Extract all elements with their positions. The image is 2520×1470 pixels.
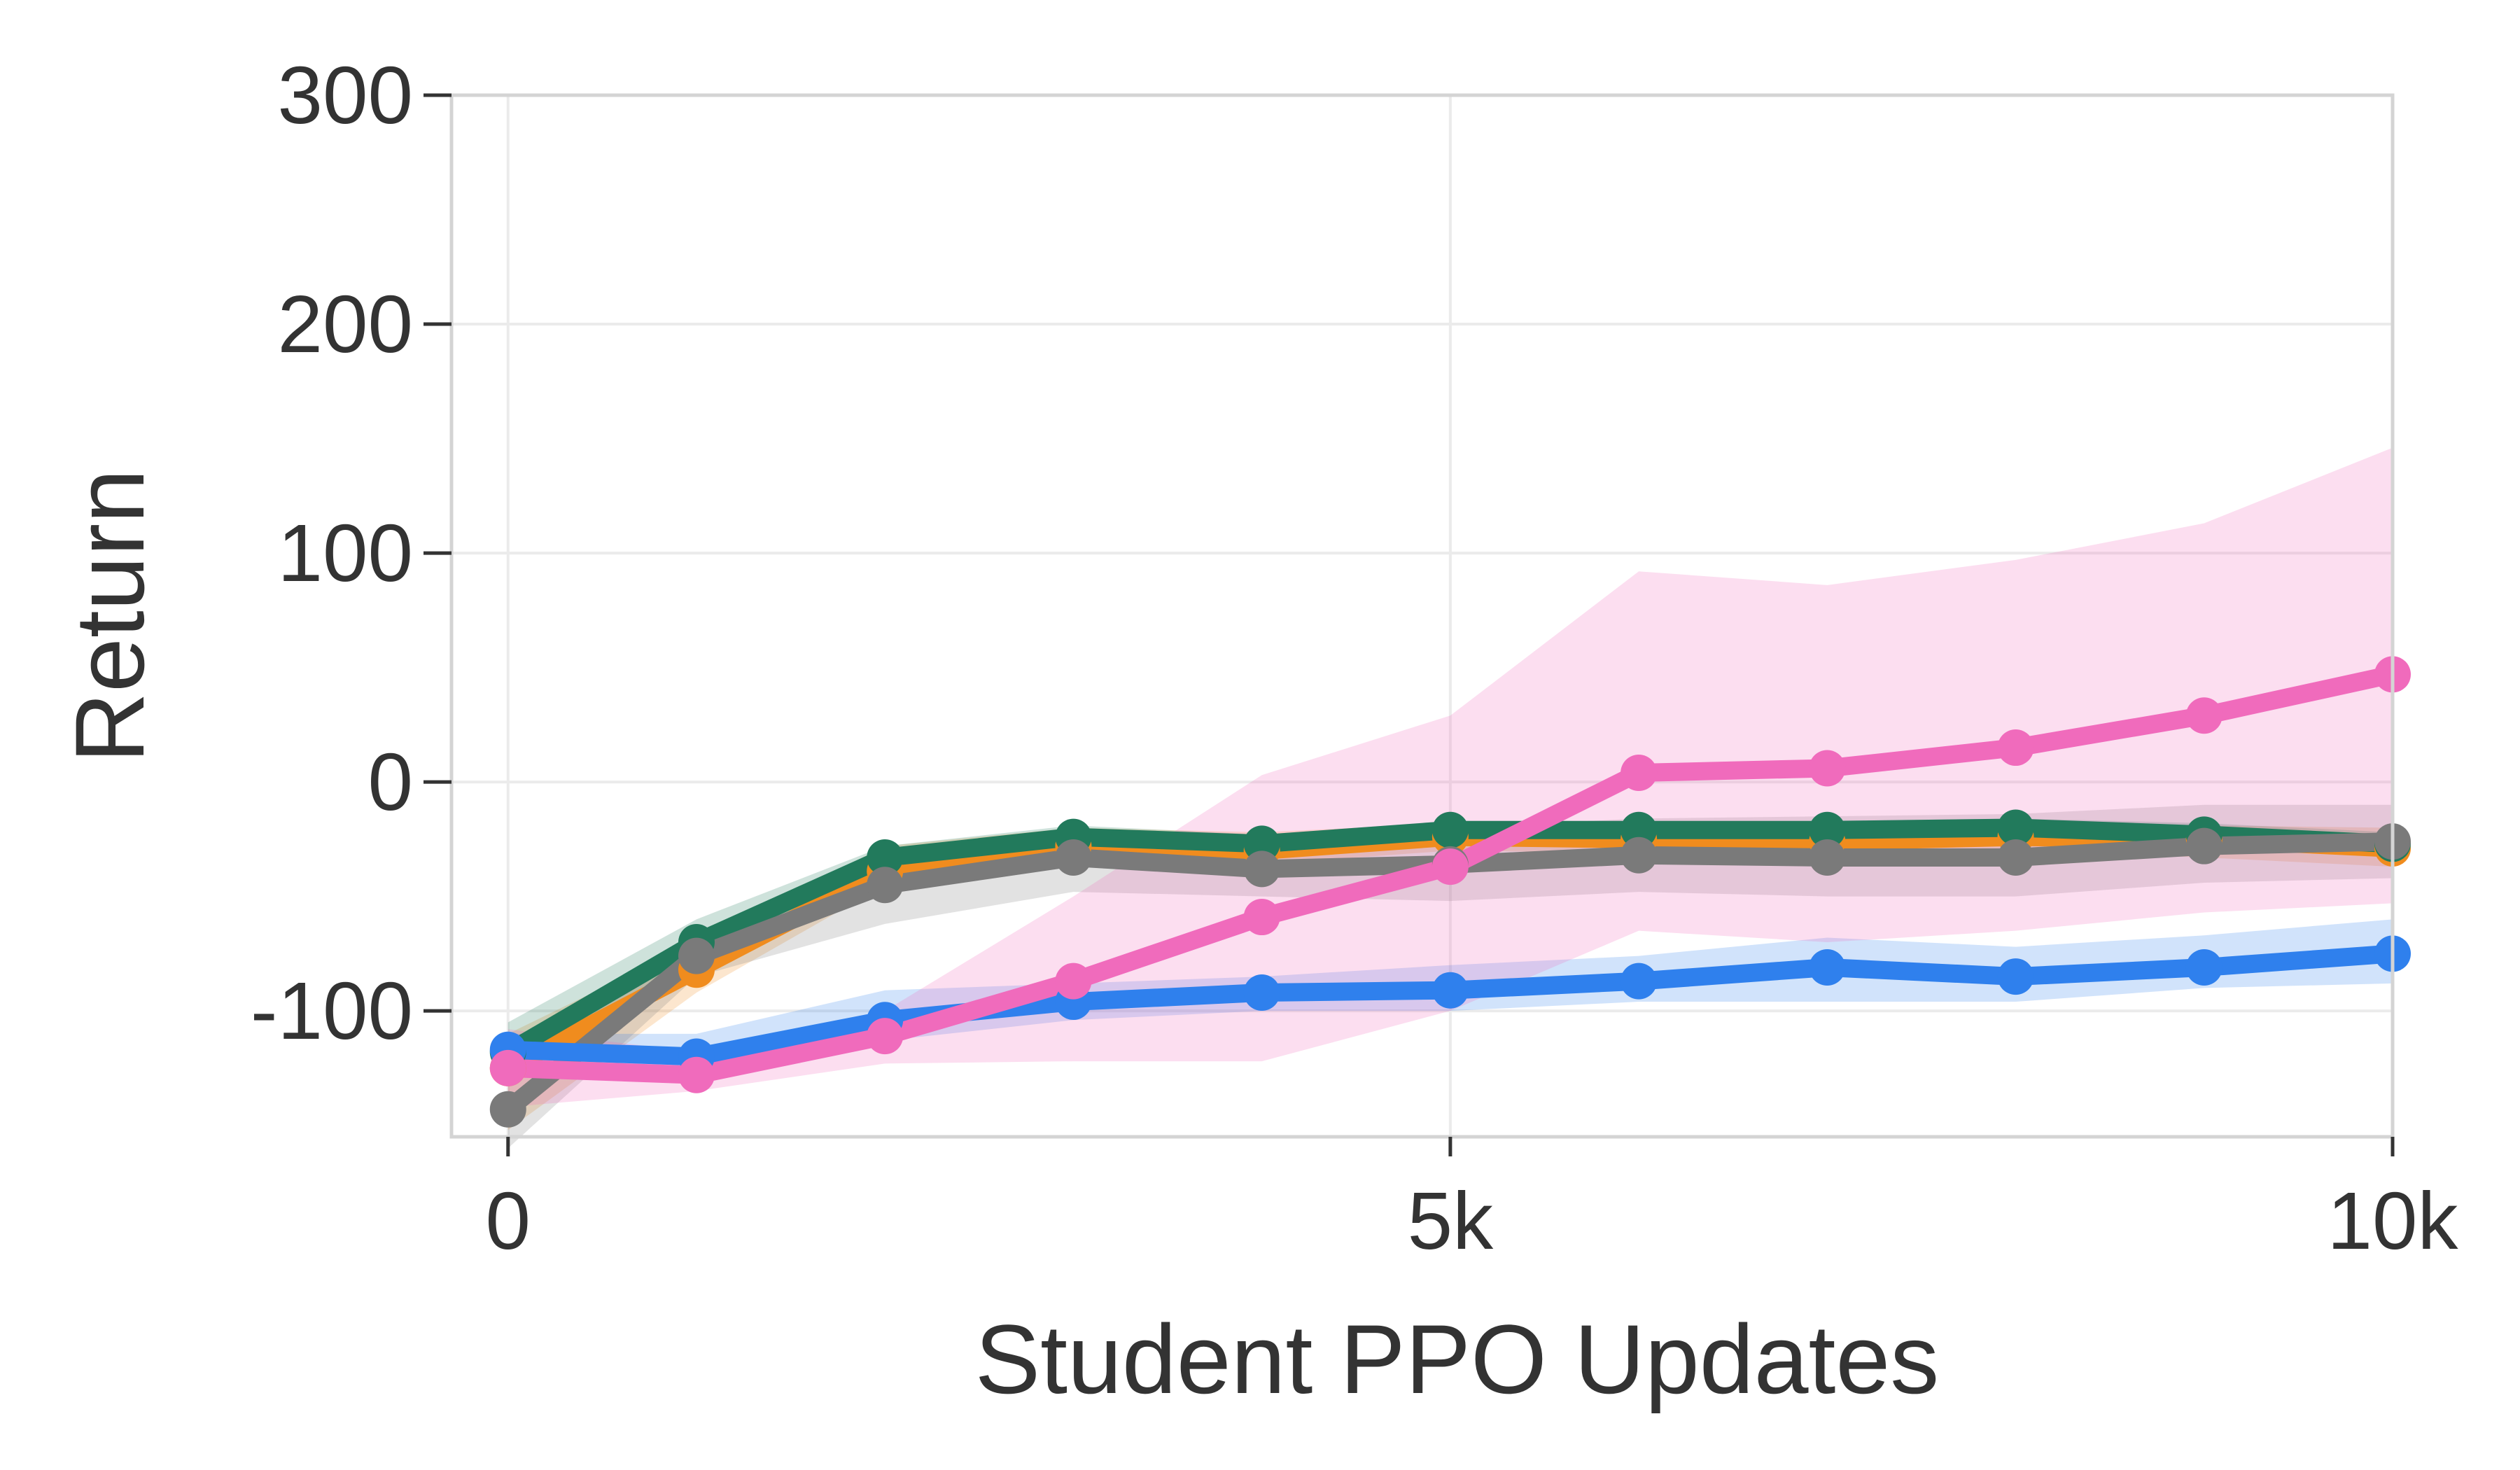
series-4-point bbox=[678, 1056, 715, 1093]
series-3-point bbox=[1243, 974, 1280, 1011]
series-4-point bbox=[2185, 697, 2222, 734]
x-axis-ticks: 0 5k 10k bbox=[486, 1137, 2459, 1266]
series-1-point bbox=[1997, 809, 2034, 846]
series-3-point bbox=[1432, 972, 1469, 1009]
y-tick-label: -100 bbox=[251, 965, 413, 1056]
series-2-point bbox=[1997, 839, 2034, 876]
x-tick-label: 0 bbox=[486, 1175, 531, 1266]
series-1-point bbox=[1243, 825, 1280, 862]
series-4-point bbox=[867, 1018, 904, 1055]
series-2-point bbox=[678, 937, 715, 974]
x-tick-label: 5k bbox=[1408, 1175, 1494, 1266]
series-2-point bbox=[1055, 839, 1092, 876]
series-1-point bbox=[1809, 811, 1846, 848]
series-4-point bbox=[1055, 962, 1092, 1000]
series-4-band bbox=[507, 447, 2393, 1107]
series-2-point bbox=[2185, 827, 2222, 864]
series-3-point bbox=[1997, 958, 2034, 995]
series-3-point bbox=[1620, 962, 1658, 1000]
plot-frame bbox=[449, 93, 2395, 1139]
y-axis-title: Return bbox=[55, 469, 164, 763]
series-1-point bbox=[1620, 811, 1658, 848]
y-tick-label: 200 bbox=[277, 279, 413, 370]
series-1-point bbox=[867, 839, 904, 876]
series-2-point bbox=[1809, 839, 1846, 876]
series-2-point bbox=[489, 1091, 526, 1128]
series-1-point bbox=[1432, 811, 1469, 848]
series-4-point bbox=[1809, 750, 1846, 787]
y-tick-label: 300 bbox=[277, 50, 413, 141]
series-4-point bbox=[1243, 899, 1280, 936]
series-4-point bbox=[1432, 848, 1469, 886]
series-2-point bbox=[1243, 850, 1280, 888]
x-tick-label: 10k bbox=[2327, 1175, 2458, 1266]
series-2-band bbox=[507, 804, 2393, 1149]
series-3-point bbox=[1809, 948, 1846, 986]
x-axis-title: Student PPO Updates bbox=[975, 1304, 1940, 1414]
series-2-point bbox=[867, 867, 904, 904]
series-4-point bbox=[1997, 729, 2034, 766]
series-4-point bbox=[1620, 755, 1658, 792]
series-4-point bbox=[489, 1049, 526, 1086]
series-points bbox=[489, 656, 2411, 1128]
y-axis-ticks: -100 0 100 200 300 bbox=[251, 50, 451, 1056]
series-2-point bbox=[1620, 836, 1658, 874]
y-tick-label: 100 bbox=[277, 507, 413, 598]
y-tick-label: 0 bbox=[368, 736, 413, 827]
series-3-point bbox=[2185, 948, 2222, 986]
